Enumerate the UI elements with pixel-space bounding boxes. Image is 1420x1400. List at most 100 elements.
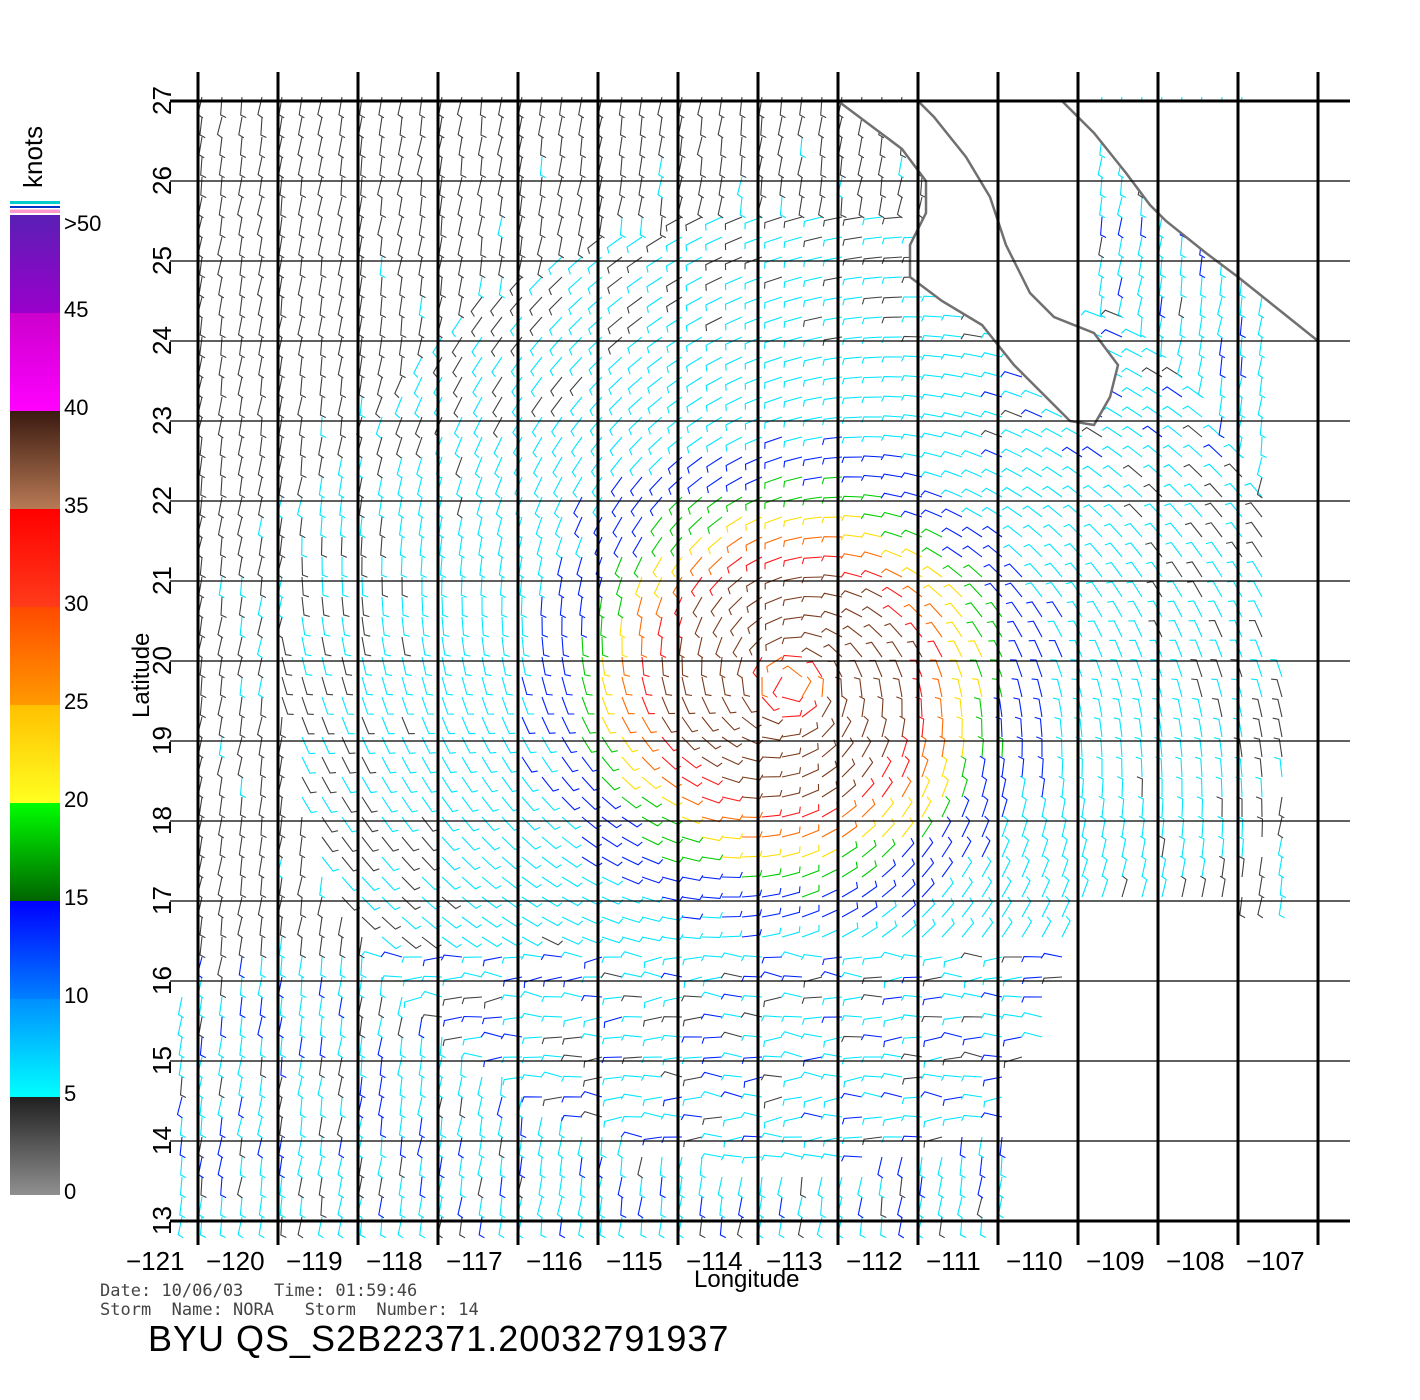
wind-barb — [521, 736, 537, 754]
wind-barb — [419, 276, 426, 299]
wind-barb — [819, 136, 826, 159]
wind-barb — [659, 196, 667, 219]
wind-barb — [627, 316, 643, 334]
wind-barb — [1001, 486, 1023, 498]
wind-barb — [422, 956, 443, 967]
wind-barb — [980, 1054, 1003, 1061]
wind-barb — [1100, 835, 1107, 858]
wind-barb — [764, 276, 783, 289]
wind-barb — [377, 356, 384, 379]
wind-barb — [1003, 1056, 1023, 1069]
colorbar-tick-label: 45 — [64, 297, 89, 322]
wind-barb — [553, 496, 563, 519]
wind-barb — [338, 996, 345, 1019]
wind-barb — [461, 616, 470, 638]
wind-barb — [456, 96, 463, 119]
wind-barb — [941, 877, 954, 898]
wind-barb — [1021, 916, 1033, 938]
wind-barb — [1198, 835, 1205, 858]
wind-barb — [601, 916, 624, 924]
wind-barb — [705, 396, 723, 412]
wind-barb — [779, 196, 787, 219]
wind-barb — [1000, 429, 1023, 438]
wind-barb — [747, 616, 763, 634]
wind-barb — [1136, 276, 1143, 299]
wind-barb — [580, 616, 588, 638]
wind-barb — [764, 216, 783, 229]
wind-barb — [1228, 619, 1243, 638]
wind-barb — [700, 1132, 723, 1139]
wind-barb — [257, 296, 264, 319]
wind-barb — [441, 736, 456, 754]
wind-barb — [628, 436, 643, 456]
wind-barb — [301, 536, 308, 558]
wind-barb — [937, 1156, 944, 1179]
wind-barb — [687, 476, 703, 495]
wind-barb — [801, 996, 823, 1004]
wind-barb — [541, 676, 553, 696]
wind-barb — [621, 816, 643, 828]
wind-barb — [237, 656, 244, 679]
wind-barb — [761, 696, 780, 712]
wind-barb — [220, 336, 227, 358]
wind-barb — [640, 1074, 663, 1081]
wind-barb — [338, 236, 345, 259]
wind-barb — [379, 516, 386, 539]
wind-barb — [1096, 756, 1103, 777]
wind-barb — [578, 96, 585, 119]
wind-barb — [708, 556, 723, 576]
wind-barb — [529, 296, 543, 316]
wind-barb — [1165, 541, 1183, 558]
wind-barb — [280, 296, 287, 319]
wind-barb — [600, 1136, 607, 1159]
wind-barb — [1103, 523, 1123, 538]
wind-barb — [802, 476, 823, 486]
wind-barb — [217, 1096, 224, 1119]
wind-barb — [456, 1116, 463, 1139]
wind-barb — [1128, 620, 1143, 638]
wind-barb — [530, 376, 543, 397]
wind-barb — [840, 553, 863, 560]
wind-barb — [537, 1136, 544, 1159]
wind-barb — [744, 356, 763, 370]
wind-barb — [861, 376, 883, 384]
wind-barb — [620, 1034, 643, 1041]
wind-barb — [881, 776, 893, 798]
wind-barb — [706, 476, 723, 494]
wind-barb — [317, 196, 324, 219]
wind-barb — [318, 976, 325, 999]
wind-barb — [1077, 776, 1085, 798]
wind-barb — [934, 696, 943, 718]
wind-barb — [1019, 775, 1026, 798]
wind-barb — [237, 316, 244, 339]
wind-barb — [821, 760, 838, 778]
wind-barb — [501, 716, 516, 735]
wind-barb — [921, 547, 943, 558]
wind-barb — [537, 116, 544, 139]
wind-barb — [641, 1056, 663, 1064]
wind-barb — [1121, 348, 1143, 358]
wind-barb — [745, 576, 763, 593]
wind-barb — [1217, 296, 1223, 319]
wind-barb — [921, 857, 935, 878]
wind-barb — [881, 336, 903, 344]
wind-barb — [219, 676, 227, 699]
wind-barb — [701, 776, 723, 786]
wind-barb — [339, 496, 346, 519]
wind-barb — [1116, 196, 1123, 219]
wind-barb — [740, 1135, 763, 1142]
wind-barb — [1272, 717, 1283, 738]
wind-barb — [439, 1036, 446, 1059]
wind-barb — [420, 556, 427, 579]
wind-barb — [740, 1093, 763, 1100]
wind-barb — [1186, 561, 1203, 578]
wind-barb — [661, 656, 670, 678]
wind-barb — [500, 1033, 523, 1040]
wind-barb — [923, 1116, 943, 1128]
wind-barb — [701, 835, 724, 842]
wind-barb — [781, 709, 803, 718]
wind-barb — [219, 316, 226, 339]
wind-barb — [541, 916, 563, 927]
wind-barb — [601, 876, 623, 886]
wind-barb — [861, 416, 883, 423]
